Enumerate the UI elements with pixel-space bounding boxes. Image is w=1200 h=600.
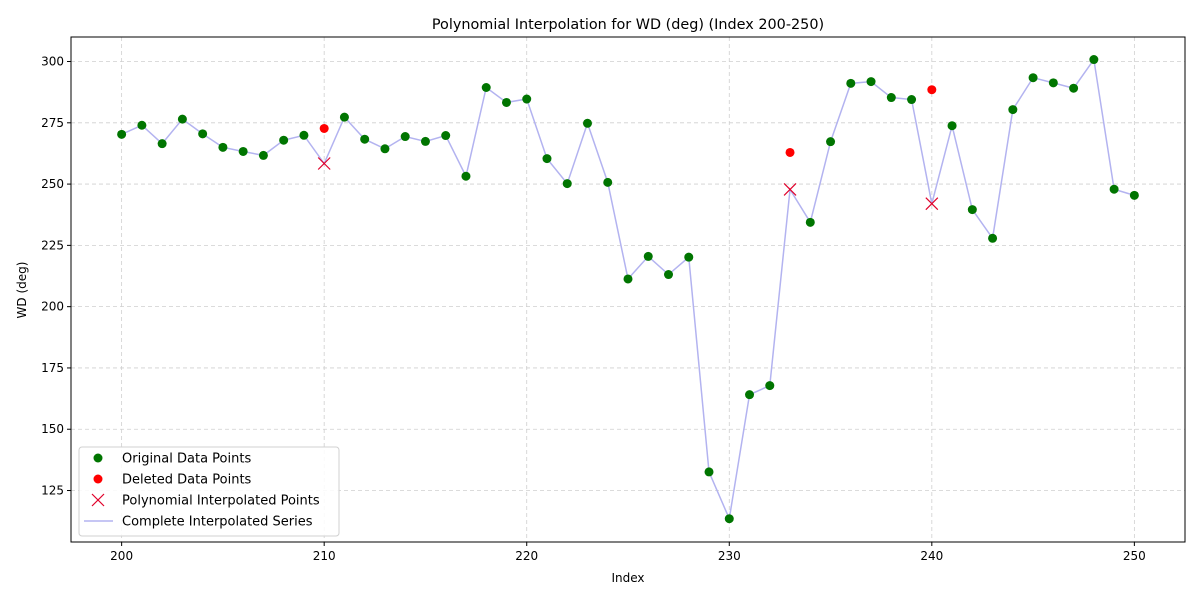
deleted-data-point bbox=[319, 123, 329, 133]
polynomial-interpolated-point bbox=[317, 157, 331, 170]
original-data-point bbox=[481, 83, 491, 92]
original-data-point bbox=[947, 121, 957, 131]
original-data-point bbox=[582, 118, 592, 128]
original-data-point bbox=[218, 142, 228, 152]
original-data-point bbox=[643, 251, 653, 261]
original-data-point bbox=[1089, 55, 1099, 65]
original-data-point bbox=[420, 136, 430, 146]
original-data-point bbox=[724, 514, 734, 524]
original-data-point bbox=[360, 134, 370, 144]
deleted-data-point bbox=[927, 85, 937, 95]
original-data-point bbox=[826, 137, 836, 147]
original-data-point bbox=[664, 270, 674, 280]
x-tick-label: 210 bbox=[313, 549, 336, 563]
data-points bbox=[117, 55, 1139, 524]
original-data-point bbox=[745, 390, 755, 400]
polynomial-interpolated-point bbox=[783, 183, 797, 196]
x-marker-stroke bbox=[925, 197, 939, 211]
original-data-point bbox=[765, 381, 775, 391]
legend-marker-deleted bbox=[93, 474, 103, 484]
original-data-point bbox=[866, 77, 876, 87]
original-data-point bbox=[886, 93, 896, 103]
legend-label: Polynomial Interpolated Points bbox=[122, 494, 320, 509]
legend: Original Data Points Deleted Data Points P… bbox=[78, 446, 340, 537]
legend-box bbox=[78, 446, 340, 537]
original-data-point bbox=[339, 112, 349, 122]
legend-label: Complete Interpolated Series bbox=[122, 515, 313, 530]
y-tick-label: 150 bbox=[41, 422, 64, 436]
original-data-point bbox=[299, 130, 309, 140]
x-tick-label: 200 bbox=[110, 549, 133, 563]
original-data-point bbox=[198, 129, 208, 139]
x-tick-label: 220 bbox=[515, 549, 538, 563]
original-data-point bbox=[117, 129, 127, 139]
y-tick-label: 275 bbox=[41, 116, 64, 130]
y-axis-label: WD (deg) bbox=[15, 262, 29, 319]
original-data-point bbox=[501, 97, 511, 107]
original-data-point bbox=[542, 154, 552, 164]
x-marker-stroke bbox=[783, 183, 797, 196]
original-data-point bbox=[562, 179, 572, 189]
original-data-point bbox=[704, 467, 714, 477]
original-data-point bbox=[380, 144, 390, 154]
y-tick-label: 300 bbox=[41, 55, 64, 69]
original-data-point bbox=[400, 132, 410, 142]
original-data-point bbox=[279, 135, 289, 145]
original-data-point bbox=[157, 139, 167, 149]
y-tick-label: 125 bbox=[41, 484, 64, 498]
legend-label: Deleted Data Points bbox=[122, 473, 252, 488]
x-marker-stroke bbox=[317, 157, 331, 170]
original-data-point bbox=[907, 95, 917, 105]
original-data-point bbox=[441, 131, 451, 141]
legend-label: Original Data Points bbox=[122, 452, 251, 467]
original-data-point bbox=[177, 114, 187, 124]
legend-marker-interpolated bbox=[91, 493, 105, 507]
polynomial-interpolated-point bbox=[925, 197, 939, 211]
original-data-point bbox=[623, 274, 633, 284]
y-tick-label: 200 bbox=[41, 300, 64, 314]
x-axis-label: Index bbox=[611, 571, 644, 585]
original-data-point bbox=[137, 120, 147, 130]
original-data-point bbox=[805, 217, 815, 227]
y-tick-label: 250 bbox=[41, 177, 64, 191]
original-data-point bbox=[967, 205, 977, 215]
x-tick-label: 240 bbox=[920, 549, 943, 563]
deleted-data-point bbox=[785, 147, 795, 157]
x-marker-stroke bbox=[91, 493, 105, 507]
plot-frame bbox=[70, 36, 1186, 543]
original-data-point bbox=[461, 171, 471, 181]
original-data-point bbox=[1129, 190, 1139, 200]
axes: 200 210 220 230 240 250 125 150 175 200 225 250 275 3… bbox=[41, 36, 1186, 563]
original-data-point bbox=[846, 78, 856, 88]
original-data-point bbox=[684, 252, 694, 262]
x-tick-label: 230 bbox=[718, 549, 741, 563]
original-data-point bbox=[1048, 78, 1058, 88]
original-data-point bbox=[1028, 73, 1038, 83]
legend-marker-original bbox=[93, 453, 103, 463]
original-data-point bbox=[1069, 83, 1079, 93]
x-tick-label: 250 bbox=[1123, 549, 1146, 563]
original-data-point bbox=[522, 94, 532, 104]
original-data-point bbox=[1109, 184, 1119, 194]
original-data-point bbox=[1008, 105, 1018, 115]
chart-title: Polynomial Interpolation for WD (deg) (I… bbox=[432, 17, 824, 33]
original-data-point bbox=[238, 146, 248, 156]
y-tick-label: 225 bbox=[41, 238, 64, 252]
original-data-point bbox=[603, 177, 613, 187]
original-data-point bbox=[258, 150, 268, 160]
original-data-point bbox=[988, 233, 998, 243]
y-tick-label: 175 bbox=[41, 361, 64, 375]
